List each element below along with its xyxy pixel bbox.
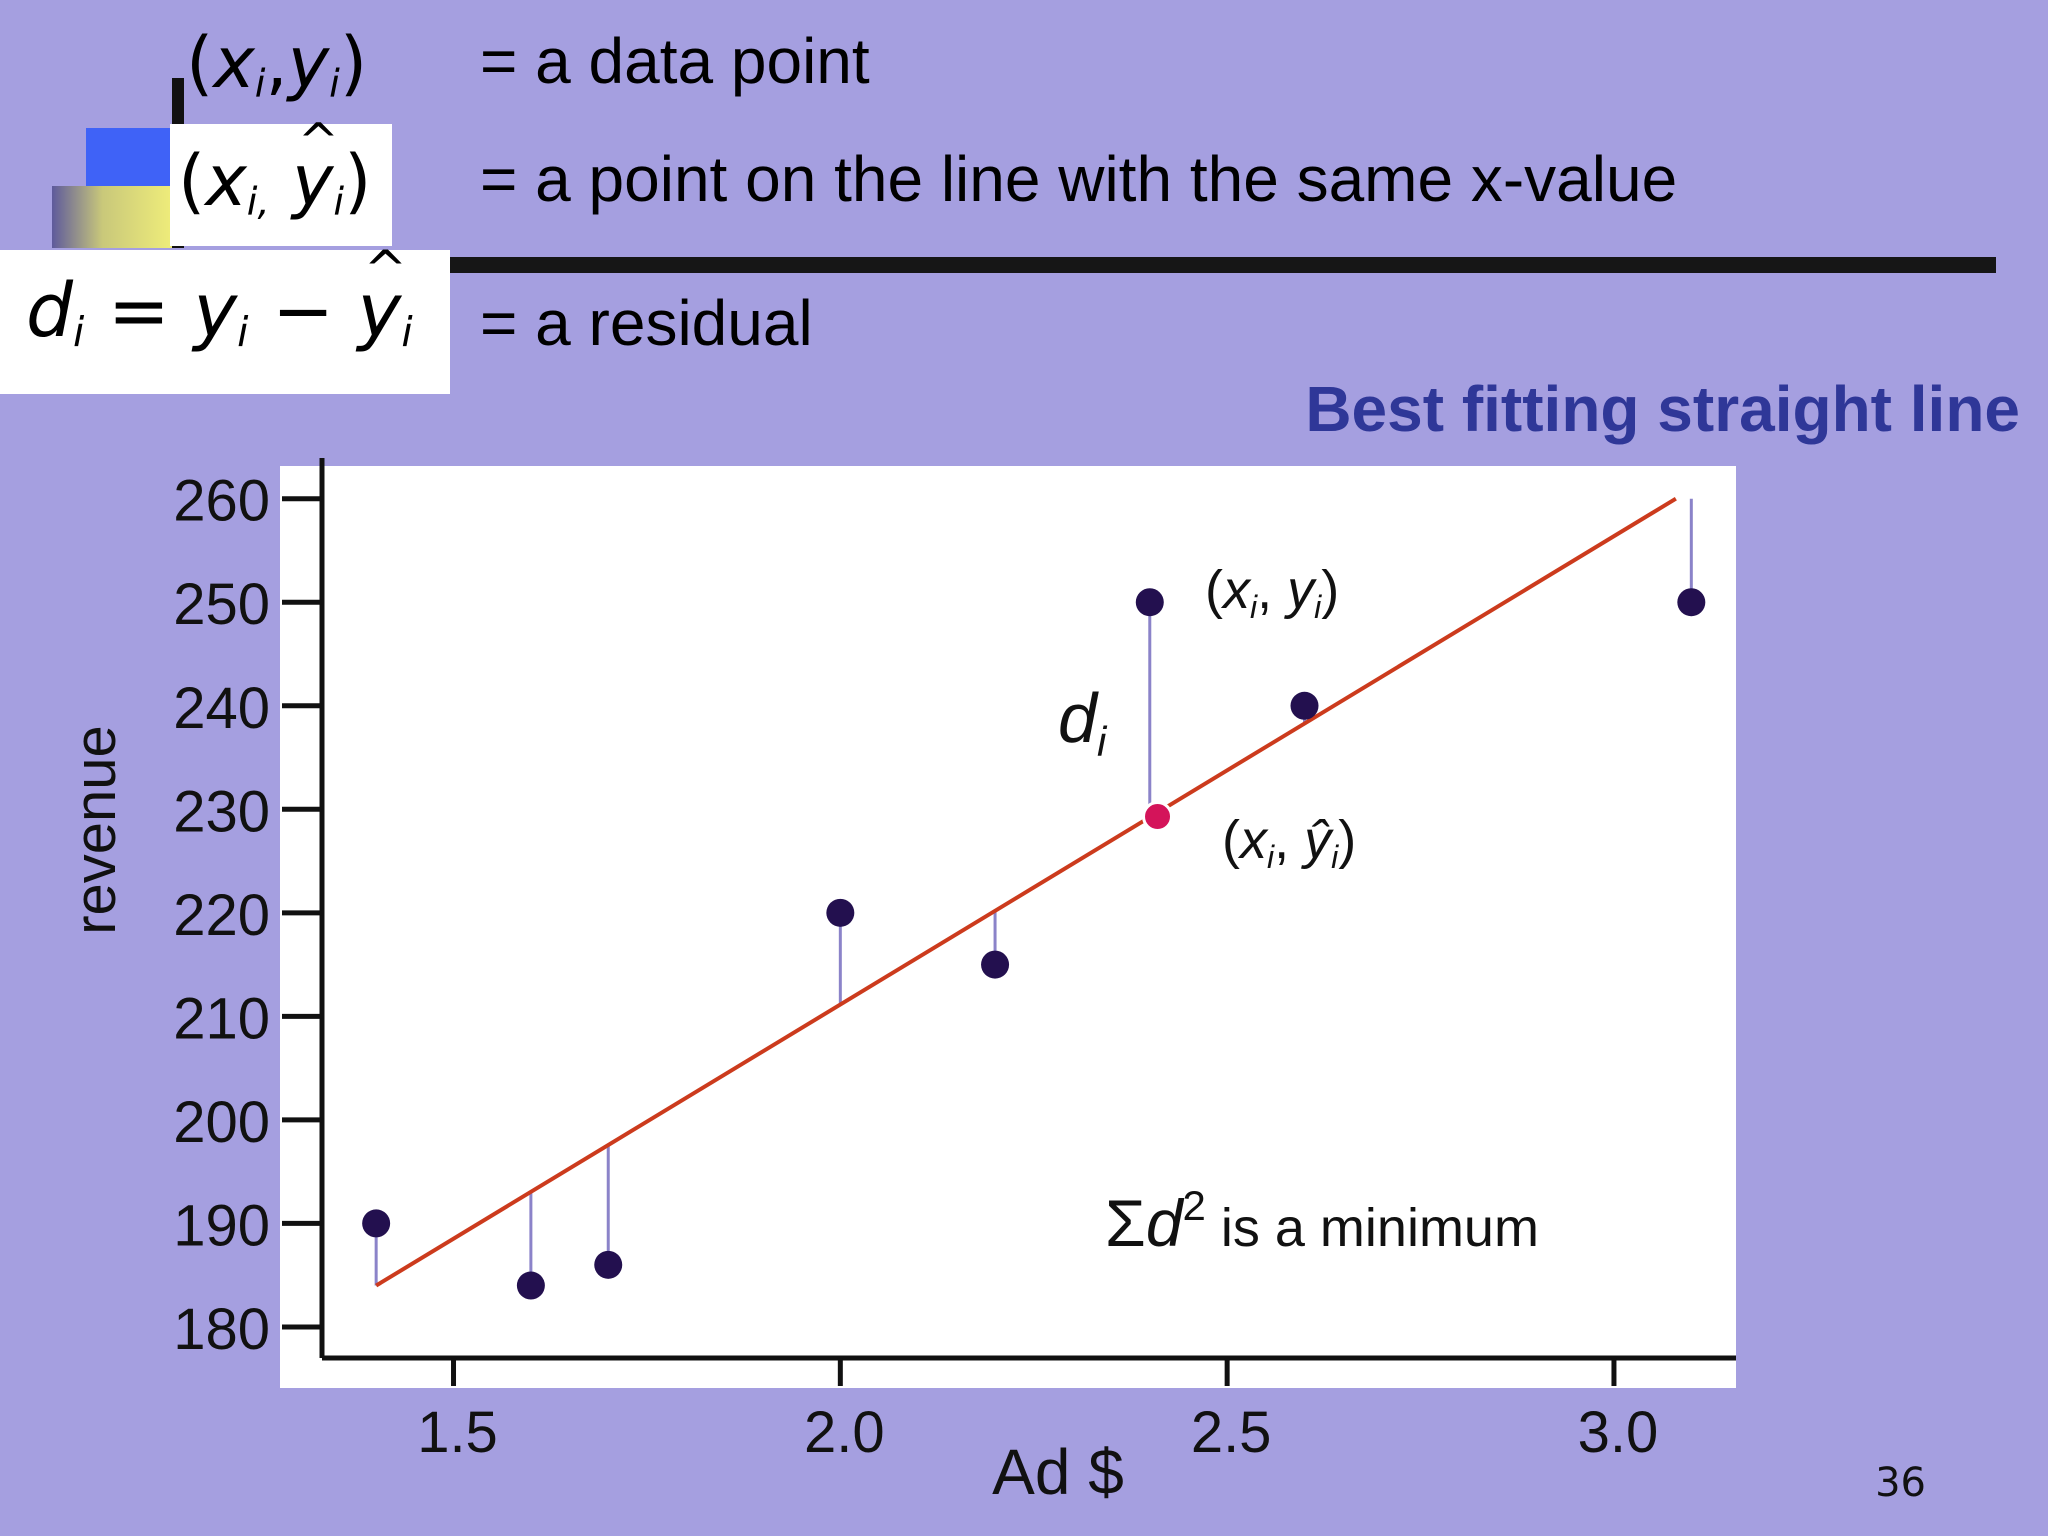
y-tick-label: 260 xyxy=(173,469,270,534)
data-point xyxy=(594,1250,623,1279)
page-number: 36 xyxy=(1875,1460,1926,1506)
y-tick-label: 200 xyxy=(173,1090,270,1155)
x-axis-label: Ad $ xyxy=(992,1436,1124,1508)
y-tick-label: 210 xyxy=(173,986,270,1051)
chart-title: Best fitting straight line xyxy=(1305,373,2020,445)
definition-fitted-point: = a point on the line with the same x-va… xyxy=(480,143,1678,215)
x-tick-label: 2.0 xyxy=(804,1400,885,1465)
plot-panel xyxy=(280,466,1736,1388)
x-tick-label: 3.0 xyxy=(1578,1400,1659,1465)
bullet-square-blue xyxy=(86,128,176,188)
divider-rule xyxy=(448,257,1996,273)
data-point xyxy=(362,1209,391,1238)
x-ticks: 1.5 2.0 2.5 3.0 xyxy=(417,1358,1658,1465)
y-axis-label: revenue xyxy=(63,725,128,935)
formula-residual: di = yi − yi xyxy=(26,240,413,357)
y-tick-label: 180 xyxy=(173,1297,270,1362)
data-point xyxy=(826,898,855,927)
y-tick-label: 190 xyxy=(173,1193,270,1258)
y-tick-label: 250 xyxy=(173,572,270,637)
y-ticks: 180 190 200 210 220 230 240 250 260 xyxy=(173,469,322,1362)
annotation-fitted-point: (xi, ŷi) xyxy=(1222,810,1356,875)
data-point xyxy=(516,1271,545,1300)
data-points xyxy=(362,588,1706,1300)
data-point xyxy=(1135,588,1164,617)
formula-data-point: (xi,yi) xyxy=(186,22,368,107)
annotation-data-point: (xi, yi) xyxy=(1205,560,1339,625)
data-point xyxy=(981,950,1010,979)
definition-data-point: = a data point xyxy=(480,25,870,97)
formula-box-fitted-point xyxy=(170,124,392,246)
formula-fitted-point: (xi, yi) xyxy=(178,113,371,225)
fitted-point-marker xyxy=(1142,801,1174,833)
data-point xyxy=(1677,588,1706,617)
y-tick-label: 230 xyxy=(173,779,270,844)
bullet-square-yellow xyxy=(52,186,178,248)
x-tick-label: 2.5 xyxy=(1191,1400,1272,1465)
y-tick-label: 240 xyxy=(173,676,270,741)
definition-residual: = a residual xyxy=(480,287,813,359)
y-tick-label: 220 xyxy=(173,883,270,948)
fit-line xyxy=(375,496,1677,1288)
data-point xyxy=(1290,691,1319,720)
x-tick-label: 1.5 xyxy=(417,1400,498,1465)
